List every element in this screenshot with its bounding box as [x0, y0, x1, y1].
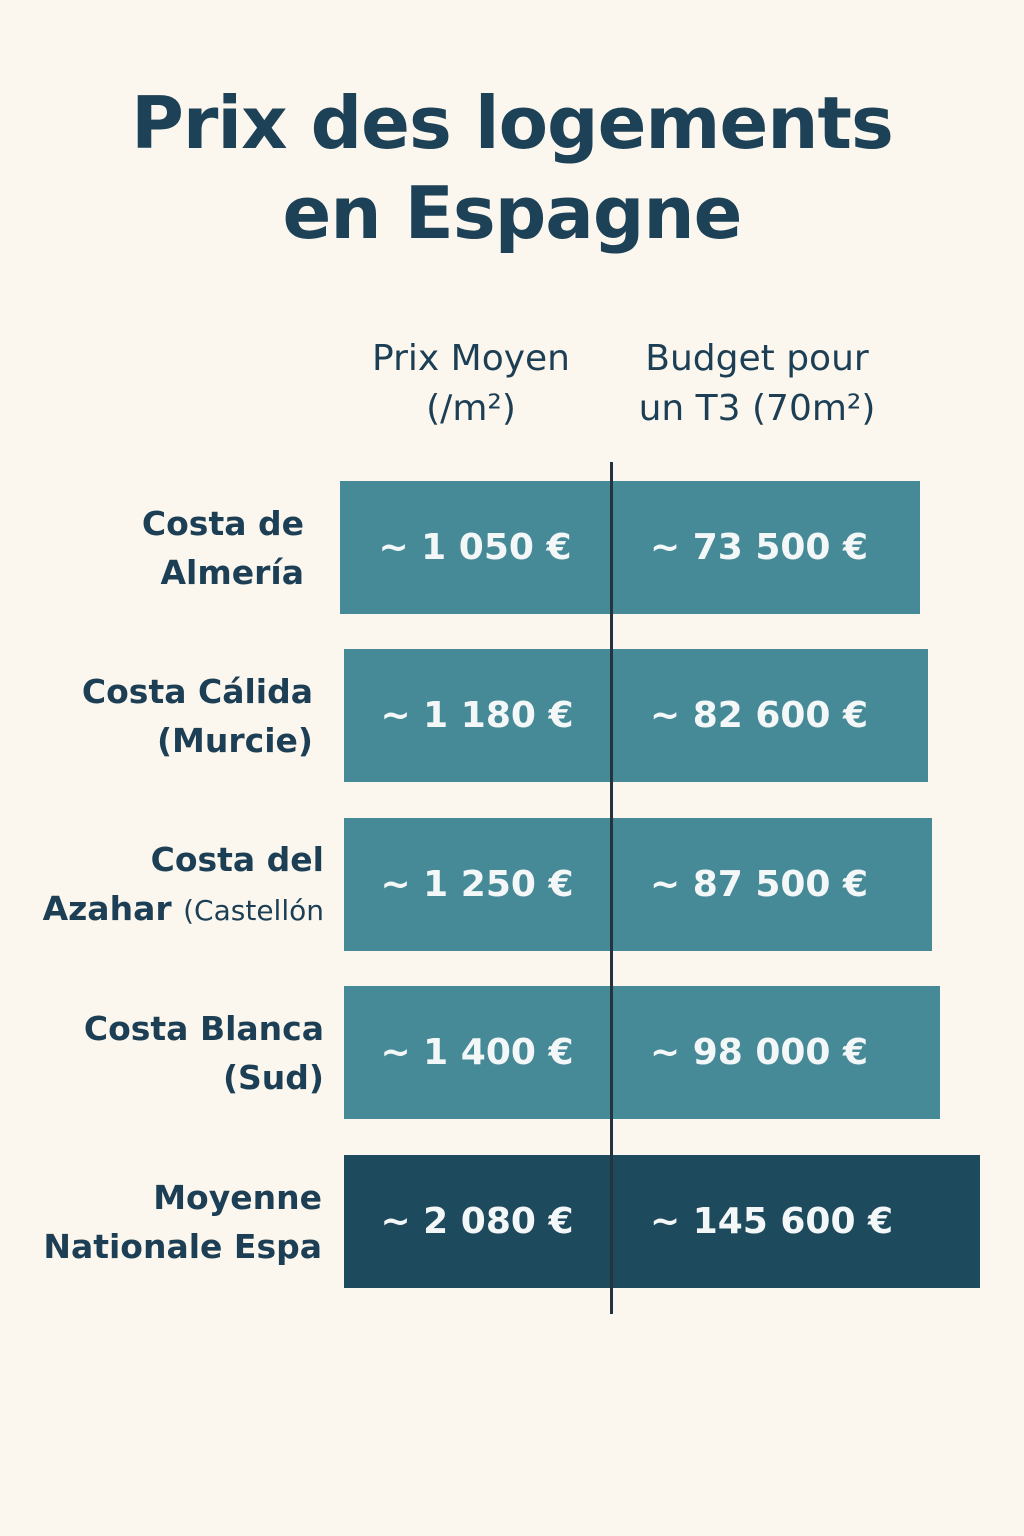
row-label-line-2: (Murcie) [82, 716, 313, 765]
price-bar: ~ 1 180 € [344, 649, 610, 782]
row-label-line-1: Moyenne [153, 1177, 322, 1217]
row-label-line-1: Costa de [141, 503, 304, 543]
column-divider [610, 462, 613, 1314]
price-bar: ~ 1 250 € [344, 818, 610, 951]
row-label-line-1: Costa Cálida [81, 671, 313, 711]
budget-bar: ~ 145 600 € [610, 1155, 980, 1288]
chart-title: Prix des logements en Espagne [0, 78, 1024, 258]
row-label: Costa Blanca (Sud) [84, 986, 324, 1119]
column-header-budget-line-1: Budget pour [645, 338, 869, 379]
budget-bar: ~ 82 600 € [610, 649, 928, 782]
row-label-line-2: Nationale Espa [43, 1222, 322, 1271]
price-bar: ~ 1 050 € [340, 481, 610, 614]
budget-bar: ~ 87 500 € [610, 818, 932, 951]
row-label: Moyenne Nationale Espa [43, 1155, 322, 1288]
row-label-line-1: Costa del [150, 839, 324, 879]
price-bar: ~ 1 400 € [344, 986, 610, 1119]
column-header-budget-line-2: un T3 (70m²) [638, 388, 876, 429]
budget-bar: ~ 98 000 € [610, 986, 941, 1119]
column-header-price: Prix Moyen (/m²) [340, 334, 602, 434]
column-header-price-line-2: (/m²) [426, 388, 516, 429]
title-line-1: Prix des logements [131, 81, 894, 165]
row-label-line-2-main: Azahar [42, 888, 172, 928]
price-bar: ~ 2 080 € [344, 1155, 610, 1288]
column-header-price-line-1: Prix Moyen [372, 338, 570, 379]
row-label-line-2: Almería [142, 548, 304, 597]
row-label: Costa de Almería [142, 481, 304, 614]
column-header-budget: Budget pour un T3 (70m²) [612, 334, 902, 434]
budget-bar: ~ 73 500 € [610, 481, 920, 614]
row-label-line-2-main: (Murcie) [156, 720, 313, 760]
row-label: Costa del Azahar (Castellón [43, 818, 324, 951]
row-label: Costa Cálida (Murcie) [82, 649, 313, 782]
title-line-2: en Espagne [282, 171, 743, 255]
row-label-line-2-main: (Sud) [222, 1057, 324, 1097]
row-label-line-2: (Sud) [84, 1053, 324, 1102]
row-label-line-2-detail: (Castellón [183, 893, 324, 927]
row-label-line-1: Costa Blanca [83, 1008, 324, 1048]
row-label-line-2: Azahar (Castellón [43, 884, 324, 935]
row-label-line-2-main: Almería [160, 552, 304, 592]
row-label-line-2-main: Nationale Espa [43, 1226, 322, 1266]
